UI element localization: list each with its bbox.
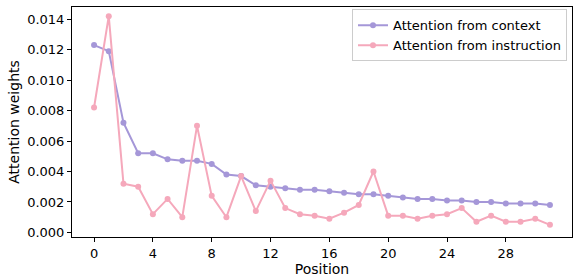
svg-text:16: 16 xyxy=(321,246,338,261)
svg-text:8: 8 xyxy=(208,246,216,261)
svg-text:0.000: 0.000 xyxy=(27,225,64,240)
svg-text:0.006: 0.006 xyxy=(27,134,64,149)
svg-text:Position: Position xyxy=(295,261,350,277)
svg-text:12: 12 xyxy=(262,246,279,261)
svg-text:0.004: 0.004 xyxy=(27,164,64,179)
svg-text:0.012: 0.012 xyxy=(27,42,64,57)
svg-text:Attention weights: Attention weights xyxy=(6,60,22,184)
svg-text:20: 20 xyxy=(380,246,397,261)
svg-text:Attention from instruction: Attention from instruction xyxy=(393,38,561,53)
svg-text:24: 24 xyxy=(439,246,456,261)
svg-text:0.002: 0.002 xyxy=(27,195,64,210)
svg-text:0.010: 0.010 xyxy=(27,73,64,88)
svg-text:Attention from context: Attention from context xyxy=(393,18,541,33)
svg-text:0.008: 0.008 xyxy=(27,103,64,118)
svg-text:0: 0 xyxy=(90,246,98,261)
svg-text:28: 28 xyxy=(498,246,515,261)
svg-text:0.014: 0.014 xyxy=(27,12,64,27)
svg-text:4: 4 xyxy=(149,246,157,261)
